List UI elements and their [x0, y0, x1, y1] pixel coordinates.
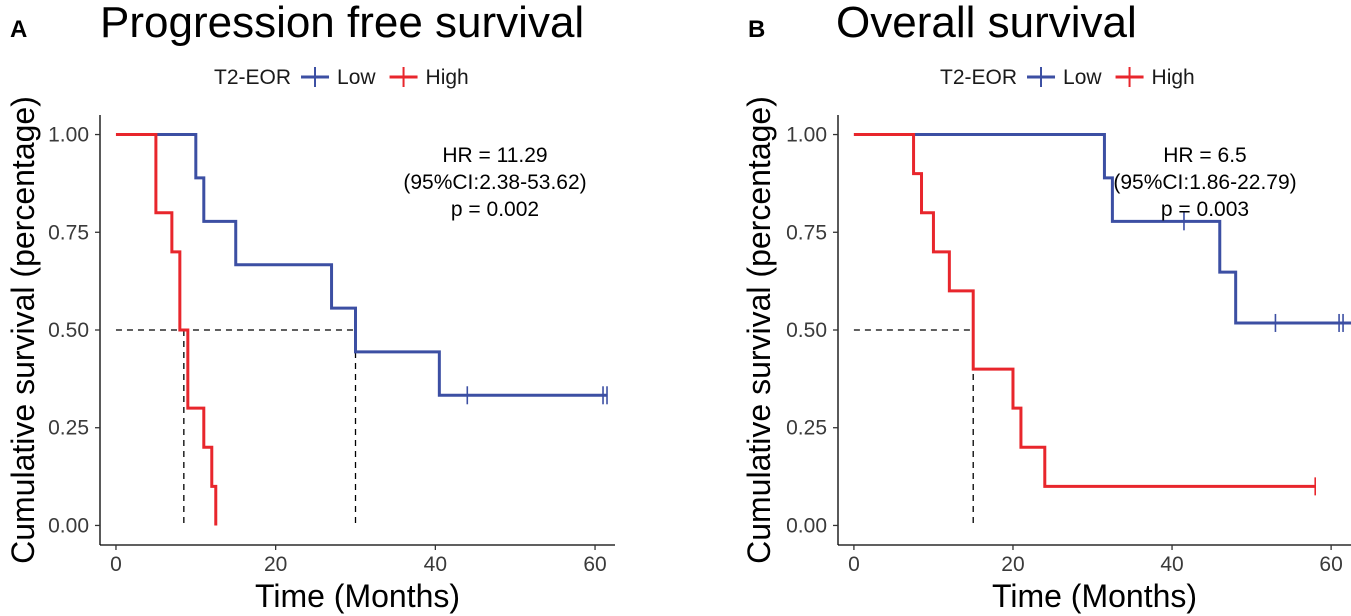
panel-b-ytick-label-3: 0.75 — [786, 221, 827, 244]
panel-b-curve-high — [853, 133, 1316, 488]
panel-a-annotation-line-1: (95%CI:2.38-53.62) — [403, 171, 586, 194]
panel-a-legend-title: T2-EOR — [214, 66, 291, 89]
panel-b-ytick-label-2: 0.50 — [786, 319, 827, 342]
panel-b-xtick-label-2: 40 — [1160, 553, 1183, 576]
panel-b-ytick-label-0: 0.00 — [786, 514, 827, 537]
panel-a-ytick-label-1: 0.25 — [48, 417, 89, 440]
panel-b-legend-label-low: Low — [1063, 66, 1102, 89]
panel-a-ytick-label-2: 0.50 — [48, 319, 89, 342]
panel-b-xtick-label-1: 20 — [1001, 553, 1024, 576]
panel-a-ytick-label-4: 1.00 — [48, 124, 89, 147]
panel-b: B Overall survival T2-EOR Low High 0.00 0.25 0.… — [741, 0, 1351, 614]
panel-a: A Progression free survival T2-EOR Low High 0… — [5, 0, 615, 614]
panel-b-xtick-label-3: 60 — [1319, 553, 1342, 576]
panel-a-title: Progression free survival — [100, 0, 584, 47]
panel-a-xtick-label-1: 20 — [264, 553, 287, 576]
panel-a-xtick-label-2: 40 — [424, 553, 447, 576]
panel-b-letter: B — [748, 16, 765, 43]
panel-b-x-axis-title: Time (Months) — [992, 578, 1197, 614]
panel-a-xtick-label-0: 0 — [110, 553, 122, 576]
panel-b-legend-title: T2-EOR — [940, 66, 1017, 89]
panel-b-y-axis-title: Cumulative survival (percentage) — [741, 96, 777, 564]
panel-b-annotation-line-1: (95%CI:1.86-22.79) — [1113, 171, 1296, 194]
panel-a-ytick-label-3: 0.75 — [48, 221, 89, 244]
panel-a-legend: T2-EOR Low High — [214, 66, 469, 89]
panel-b-title: Overall survival — [836, 0, 1137, 47]
panel-b-ytick-label-4: 1.00 — [786, 124, 827, 147]
panel-b-curve-low — [853, 133, 1351, 325]
panel-a-legend-label-low: Low — [337, 66, 376, 89]
panel-a-x-axis-title: Time (Months) — [255, 578, 460, 614]
panel-a-curve-high — [115, 133, 218, 526]
panel-a-xtick-label-3: 60 — [583, 553, 606, 576]
panel-a-legend-label-high: High — [426, 66, 469, 89]
panel-b-legend: T2-EOR Low High — [940, 66, 1195, 89]
panel-a-annotation-line-0: HR = 11.29 — [442, 144, 547, 167]
panel-a-curve-low — [115, 133, 608, 397]
panel-a-annotation-line-2: p = 0.002 — [451, 198, 539, 221]
panel-b-xtick-label-0: 0 — [848, 553, 860, 576]
panel-a-letter: A — [10, 16, 27, 43]
panel-a-y-axis-title: Cumulative survival (percentage) — [5, 96, 41, 564]
panel-b-annotation-line-0: HR = 6.5 — [1163, 144, 1246, 167]
panel-b-annotation-line-2: p = 0.003 — [1161, 198, 1249, 221]
panel-b-ytick-label-1: 0.25 — [786, 417, 827, 440]
panel-b-legend-label-high: High — [1152, 66, 1195, 89]
panel-a-ytick-label-0: 0.00 — [48, 514, 89, 537]
